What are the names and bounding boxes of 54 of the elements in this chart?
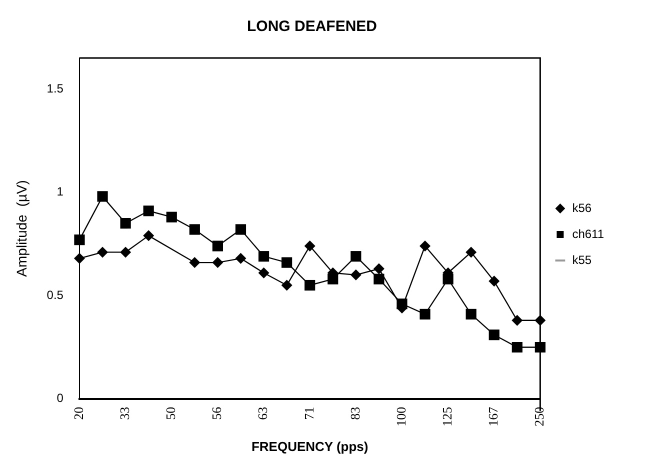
point [235, 252, 246, 264]
point [512, 342, 522, 353]
point [282, 257, 292, 268]
point [189, 224, 200, 235]
point [120, 246, 132, 258]
x-tick-label: 20 [70, 406, 86, 420]
x-tick-label: 167 [486, 406, 501, 426]
point [281, 280, 292, 291]
point [466, 308, 476, 320]
point [512, 314, 523, 326]
y-tick-label: 1.5 [46, 81, 64, 96]
point [166, 212, 177, 222]
y-tick-label: 0.5 [46, 288, 64, 302]
point [143, 230, 154, 242]
x-tick-label: 83 [347, 406, 362, 420]
point [374, 274, 384, 284]
point [304, 240, 316, 252]
point [97, 191, 108, 202]
point [212, 257, 224, 268]
legend-label: k55 [572, 252, 592, 267]
point [350, 251, 362, 262]
point [97, 246, 108, 258]
point [74, 252, 85, 264]
x-tick-label: 56 [209, 406, 224, 420]
point [488, 330, 500, 340]
point [258, 251, 270, 262]
point [258, 267, 270, 278]
point [488, 276, 500, 287]
x-tick-label: 100 [393, 406, 408, 426]
y-axis-title: Amplitude (µV) [13, 180, 30, 277]
point [143, 206, 154, 216]
legend-label: k56 [572, 200, 592, 215]
x-axis-title: FREQUENCY (pps) [251, 438, 368, 454]
point [74, 234, 85, 246]
x-tick-label: 250 [532, 406, 547, 426]
x-tick-label: 63 [255, 406, 270, 420]
chart-title: LONG DEAFENED [246, 18, 378, 36]
point [420, 308, 430, 320]
x-tick-label: 71 [301, 406, 316, 420]
point [212, 240, 223, 252]
point [373, 263, 384, 274]
y-tick-label: 1 [56, 184, 64, 199]
y-tick-label: 0 [56, 391, 64, 406]
point [120, 218, 131, 229]
point [466, 246, 477, 258]
point [189, 257, 200, 268]
point [420, 240, 431, 252]
x-tick-label: 33 [116, 406, 132, 420]
point [304, 280, 316, 291]
legend-label: ch611 [572, 226, 604, 241]
point [350, 269, 362, 280]
point [235, 224, 246, 235]
x-tick-label: 125 [439, 406, 454, 426]
x-tick-label: 50 [163, 406, 178, 420]
